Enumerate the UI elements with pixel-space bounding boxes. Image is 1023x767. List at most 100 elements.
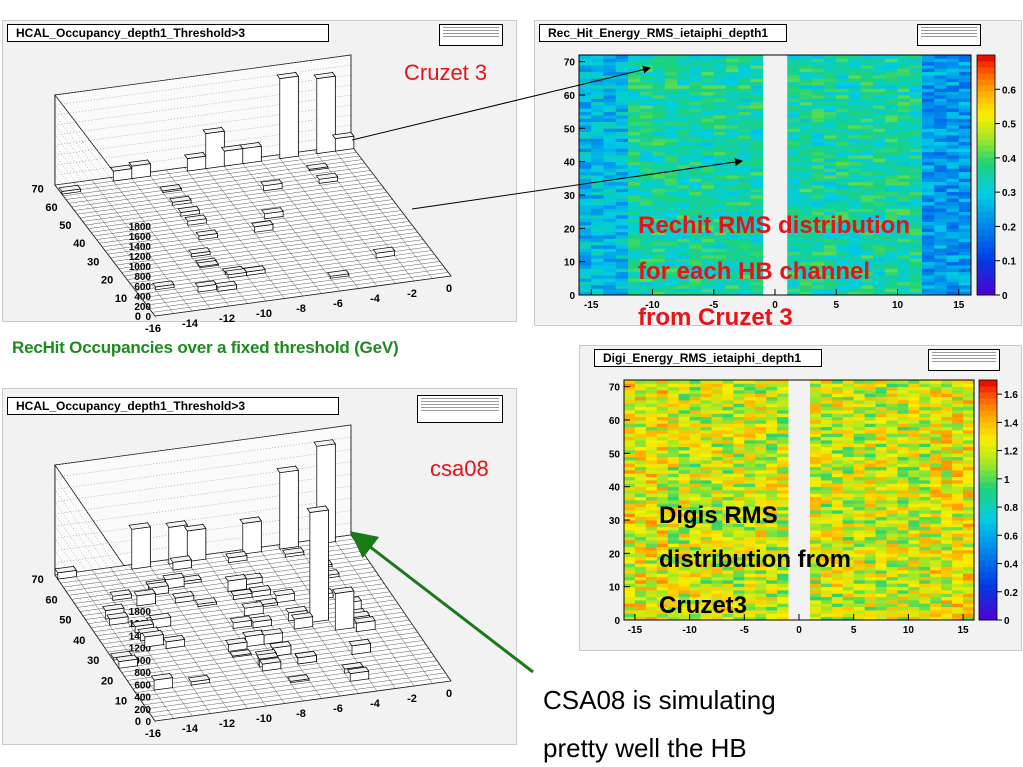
heatmap-cell xyxy=(711,463,723,468)
heatmap-cell xyxy=(885,241,898,246)
heatmap-cell xyxy=(934,121,947,126)
heatmap-cell xyxy=(689,88,702,93)
heatmap-cell xyxy=(934,231,947,236)
heatmap-cell xyxy=(909,95,923,99)
heatmap-cell xyxy=(628,235,641,239)
heatmap-cell xyxy=(885,238,898,243)
heatmap-cell xyxy=(848,165,862,169)
heatmap-cell xyxy=(689,596,701,601)
heatmap-cell xyxy=(726,135,739,139)
heatmap-cell xyxy=(860,211,874,216)
heatmap-cell xyxy=(677,78,690,83)
heatmap-cell xyxy=(656,560,669,564)
heatmap-cell xyxy=(946,171,960,176)
heatmap-cell xyxy=(836,238,849,243)
heatmap-cell xyxy=(701,78,715,83)
colorbar-segment xyxy=(979,386,997,393)
heatmap-cell xyxy=(634,513,647,518)
heatmap-cell xyxy=(820,546,833,551)
heatmap-cell xyxy=(777,460,789,464)
heatmap-cell xyxy=(831,423,844,428)
heatmap-cell xyxy=(722,410,734,414)
heatmap-cell xyxy=(738,138,751,143)
heatmap-cell xyxy=(930,593,942,598)
heatmap-cell xyxy=(908,443,920,448)
heatmap-cell xyxy=(777,593,789,598)
heatmap-cell xyxy=(738,278,751,283)
heatmap-cell xyxy=(689,155,702,159)
heatmap-cell xyxy=(656,610,669,614)
heatmap-cell xyxy=(656,513,669,518)
heatmap-cell xyxy=(946,98,960,103)
bar-front xyxy=(316,75,336,155)
heatmap-cell xyxy=(860,291,874,296)
heatmap-cell xyxy=(922,225,935,229)
heatmap-cell xyxy=(689,245,702,249)
heatmap-cell xyxy=(750,101,764,106)
heatmap-cell xyxy=(628,141,641,146)
heatmap-cell xyxy=(755,586,767,591)
heatmap-cell xyxy=(664,101,678,106)
heatmap-cell xyxy=(958,61,972,66)
heatmap-cell xyxy=(799,218,813,223)
heatmap-cell xyxy=(640,121,653,126)
heatmap-cell xyxy=(700,420,712,424)
heatmap-cell xyxy=(640,81,653,86)
heatmap-cell xyxy=(579,118,592,123)
heatmap-cell xyxy=(579,195,592,199)
heatmap-cell xyxy=(744,590,756,594)
colorbar-tick-label: 0.5 xyxy=(1002,120,1016,131)
heatmap-cell xyxy=(711,556,723,561)
heatmap-cell xyxy=(689,386,701,391)
heatmap-cell xyxy=(908,610,920,614)
heatmap-cell xyxy=(909,228,923,233)
heatmap-cell xyxy=(864,496,876,501)
heatmap-cell xyxy=(908,576,920,581)
heatmap-cell xyxy=(591,245,604,249)
heatmap-cell xyxy=(885,288,898,293)
heatmap-cell xyxy=(897,231,911,236)
heatmap-cell xyxy=(860,221,874,226)
heatmap-cell xyxy=(738,121,751,126)
heatmap-cell xyxy=(908,476,920,481)
heatmap-cell xyxy=(946,108,960,113)
heatmap-cell xyxy=(873,75,886,79)
heatmap-cell xyxy=(667,400,680,404)
heatmap-cell xyxy=(799,75,813,79)
heatmap-cell xyxy=(711,586,723,591)
heatmap-cell xyxy=(677,91,690,96)
heatmap-cell xyxy=(656,583,669,588)
heatmap-cell xyxy=(909,141,923,146)
heatmap-cell xyxy=(811,68,825,73)
heatmap-cell xyxy=(628,151,641,156)
heatmap-cell xyxy=(713,198,727,203)
colorbar-segment xyxy=(977,139,995,146)
heatmap-cell xyxy=(711,380,723,384)
heatmap-cell xyxy=(744,580,756,584)
heatmap-cell xyxy=(579,265,592,269)
heatmap-cell xyxy=(713,265,727,269)
heatmap-cell xyxy=(952,513,964,518)
heatmap-cell xyxy=(667,423,680,428)
heatmap-cell xyxy=(848,155,862,159)
heatmap-cell xyxy=(628,175,641,179)
heatmap-cell xyxy=(624,413,636,418)
heatmap-cell xyxy=(908,453,920,458)
heatmap-cell xyxy=(603,118,617,123)
conclusion-line1: CSA08 is simulating xyxy=(543,685,776,715)
heatmap-cell xyxy=(908,526,920,531)
heatmap-cell xyxy=(777,386,789,391)
heatmap-cell xyxy=(809,603,822,608)
heatmap-cell xyxy=(640,205,653,209)
heatmap-cell xyxy=(799,241,813,246)
x-tick-label: -15 xyxy=(628,625,643,636)
heatmap-cell xyxy=(922,128,935,133)
heatmap-cell xyxy=(930,523,942,528)
heatmap-cell xyxy=(897,178,911,183)
heatmap-cell xyxy=(733,563,745,568)
heatmap-cell xyxy=(897,496,909,501)
heatmap-cell xyxy=(897,118,911,123)
chart-title: HCAL_Occupancy_depth1_Threshold>3 xyxy=(7,397,339,415)
heatmap-cell xyxy=(645,603,658,608)
heatmap-cell xyxy=(603,171,617,176)
